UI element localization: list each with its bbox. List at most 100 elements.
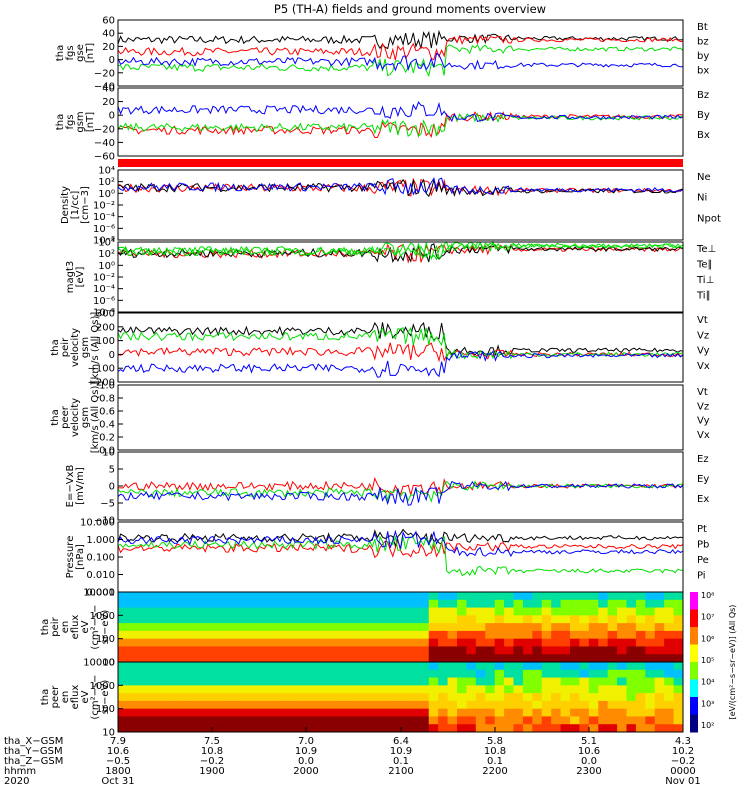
- spectrogram-cell: [673, 662, 684, 671]
- spectrogram-cell: [522, 623, 533, 632]
- spectrogram-cell: [607, 685, 618, 694]
- ephemeris-value: 7.9: [110, 736, 126, 747]
- spectrogram-cell: [344, 592, 354, 601]
- spectrogram-cell: [428, 638, 439, 647]
- spectrogram-cell: [570, 623, 580, 632]
- y-label-line: (cm²−s−: [90, 674, 101, 719]
- spectrogram-cell: [466, 592, 477, 601]
- spectrogram-cell: [485, 630, 496, 640]
- y-tick-label: 60: [102, 16, 115, 27]
- spectrogram-cell: [240, 646, 251, 655]
- spectrogram-cell: [607, 693, 618, 702]
- spectrogram-cell: [296, 646, 307, 655]
- y-tick-label: 10000: [83, 588, 115, 599]
- spectrogram-cell: [475, 677, 486, 686]
- spectrogram-cell: [325, 724, 336, 733]
- spectrogram-cell: [617, 677, 627, 686]
- spectrogram-cell: [231, 646, 241, 655]
- y-tick-label: 10⁻⁸: [93, 308, 115, 319]
- spectrogram-cell: [165, 685, 175, 694]
- spectrogram-cell: [183, 607, 194, 616]
- spectrogram-cell: [127, 654, 138, 663]
- spectrogram-cell: [353, 685, 364, 694]
- spectrogram-cell: [475, 662, 486, 671]
- spectrogram-cell: [532, 716, 543, 725]
- spectrogram-cell: [654, 654, 665, 663]
- spectrogram-cell: [334, 677, 345, 686]
- spectrogram-cell: [325, 592, 336, 601]
- spectrogram-cell: [654, 685, 665, 694]
- spectrogram-cell: [287, 708, 298, 717]
- spectrogram-cell: [617, 615, 627, 624]
- y-label-line: [nT]: [85, 43, 96, 63]
- spectrogram-cell: [673, 708, 684, 717]
- spectrogram-cell: [532, 685, 543, 694]
- spectrogram-cell: [221, 646, 232, 655]
- spectrogram-cell: [174, 716, 185, 725]
- spectrogram-cell: [419, 724, 430, 733]
- spectrogram-cell: [287, 599, 298, 609]
- spectrogram-cell: [165, 716, 175, 725]
- spectrogram-cell: [221, 677, 232, 686]
- spectrogram-cell: [494, 662, 505, 671]
- spectrogram-cell: [551, 630, 562, 640]
- spectrogram-cell: [212, 630, 223, 640]
- spectrogram-cell: [202, 724, 213, 733]
- spectrogram-cell: [570, 607, 580, 616]
- spectrogram-cell: [570, 646, 580, 655]
- spectrogram-cell: [485, 607, 496, 616]
- spectrogram-cell: [579, 646, 590, 655]
- spectrogram-cell: [588, 662, 599, 671]
- ephemeris-value: 5.1: [581, 736, 597, 747]
- spectrogram-cell: [296, 599, 307, 609]
- y-tick-label: 10: [102, 658, 115, 669]
- spectrogram-cell: [391, 700, 401, 710]
- spectrogram-cell: [174, 607, 185, 616]
- spectrogram-cell: [259, 693, 270, 702]
- spectrogram-cell: [532, 708, 543, 717]
- spectrogram-cell: [268, 716, 279, 725]
- spectrogram-cell: [146, 662, 157, 671]
- spectrogram-cell: [419, 677, 430, 686]
- spectrogram-cell: [409, 638, 420, 647]
- spectrogram-cell: [438, 708, 449, 717]
- series-density-0: [117, 177, 684, 197]
- spectrogram-cell: [344, 700, 354, 710]
- spectrogram-cell: [447, 638, 458, 647]
- legend-efield-0: Ez: [697, 454, 709, 465]
- spectrogram-cell: [438, 662, 449, 671]
- spectrogram-cell: [306, 724, 317, 733]
- ephemeris-value: 10.8: [201, 746, 223, 757]
- spectrogram-cell: [579, 599, 590, 609]
- spectrogram-cell: [607, 615, 618, 624]
- spectrogram-cell: [560, 708, 571, 717]
- spectrogram-cell: [673, 700, 684, 710]
- spectrogram-cell: [165, 630, 175, 640]
- spectrogram-cell: [475, 669, 486, 679]
- spectrogram-cell: [391, 615, 401, 624]
- spectrogram-cell: [485, 685, 496, 694]
- legend-temp-1: Te∥: [696, 260, 713, 271]
- spectrogram-cell: [494, 677, 505, 686]
- y-tick-label: 10⁻⁸: [93, 236, 115, 247]
- spectrogram-cell: [457, 708, 467, 717]
- y-label-line: velocity: [70, 328, 81, 367]
- spectrogram-cell: [419, 708, 430, 717]
- spectrogram-cell: [485, 654, 496, 663]
- spectrogram-cell: [231, 638, 241, 647]
- spectrogram-cell: [249, 669, 260, 679]
- spectrogram-cell: [231, 599, 241, 609]
- spectrogram-cell: [287, 654, 298, 663]
- spectrogram-cell: [240, 607, 251, 616]
- spectrogram-cell: [136, 592, 147, 601]
- spectrogram-cell: [202, 708, 213, 717]
- y-label-line: gsm: [80, 407, 91, 428]
- y-label-line: tha: [40, 619, 51, 635]
- spectrogram-cell: [541, 685, 552, 694]
- spectrogram-cell: [513, 716, 524, 725]
- spectrogram-cell: [626, 646, 637, 655]
- spectrogram-cell: [325, 708, 336, 717]
- spectrogram-cell: [193, 677, 204, 686]
- spectrogram-cell: [447, 685, 458, 694]
- spectrogram-cell: [466, 724, 477, 733]
